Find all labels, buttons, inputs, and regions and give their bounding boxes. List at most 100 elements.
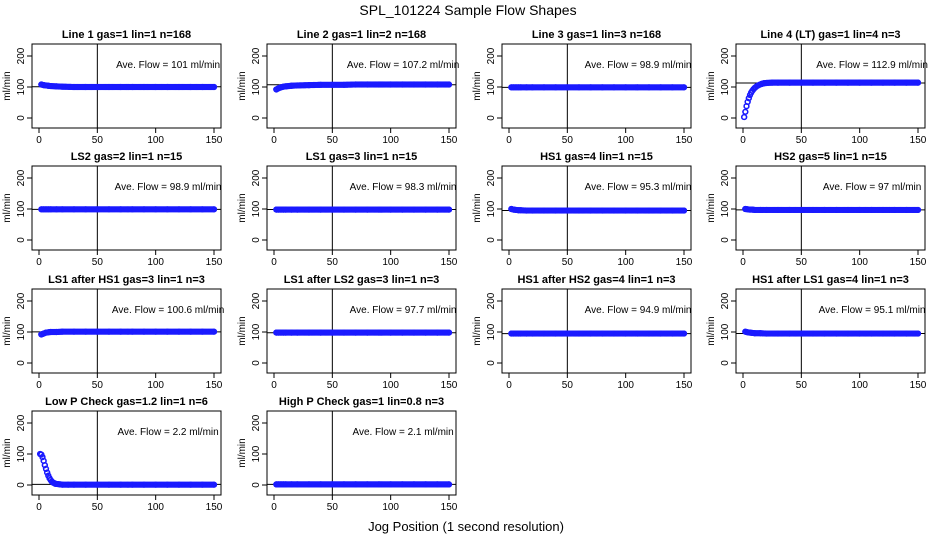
y-tick-label: 100 (251, 78, 262, 95)
x-tick-label: 100 (382, 257, 399, 268)
x-tick-label: 0 (36, 380, 42, 391)
plot-frame (31, 165, 222, 251)
y-axis-label: ml/min (237, 316, 248, 345)
y-axis-label: ml/min (472, 193, 483, 222)
y-tick-label: 0 (251, 237, 262, 243)
x-tick-label: 50 (562, 257, 574, 268)
average-flow-annotation: Ave. Flow = 2.1 ml/min (352, 427, 453, 438)
data-point (445, 206, 453, 213)
panel-title: HS1 gas=4 lin=1 n=15 (540, 151, 653, 163)
plot-frame (31, 43, 222, 129)
x-tick-label: 150 (206, 135, 223, 146)
plot-frame (31, 410, 222, 496)
panel-title: Low P Check gas=1.2 lin=1 n=6 (45, 396, 208, 408)
y-tick-label: 0 (720, 237, 731, 243)
plot-frame (266, 288, 457, 374)
y-axis-label: ml/min (2, 193, 13, 222)
x-tick-label: 100 (617, 257, 634, 268)
panel-title: LS2 gas=2 lin=1 n=15 (71, 151, 183, 163)
plot-frame (735, 165, 926, 251)
chart-panels: Line 1 gas=1 lin=1 n=168 0 50 100 150 0 100 200… (2, 29, 928, 513)
x-tick-label: 150 (206, 380, 223, 391)
panel-6: LS1 gas=3 lin=1 n=15 0 50 100 150 0 100 200ml/m… (237, 151, 458, 268)
plot-frame (266, 165, 457, 251)
x-tick-label: 100 (147, 257, 164, 268)
x-tick-label: 100 (851, 257, 868, 268)
x-tick-label: 0 (740, 135, 746, 146)
data-point (745, 95, 752, 102)
y-tick-label: 100 (251, 445, 262, 462)
x-tick-label: 0 (506, 380, 512, 391)
y-tick-label: 0 (720, 115, 731, 121)
data-point (210, 328, 218, 335)
average-flow-annotation: Ave. Flow = 2.2 ml/min (117, 427, 218, 438)
x-tick-label: 0 (506, 135, 512, 146)
x-tick-label: 0 (271, 380, 277, 391)
x-tick-label: 50 (796, 380, 808, 391)
y-tick-label: 200 (720, 47, 731, 64)
y-tick-label: 0 (251, 360, 262, 366)
x-tick-label: 0 (36, 135, 42, 146)
y-tick-label: 100 (16, 200, 27, 217)
panel-8: HS2 gas=5 lin=1 n=15 0 50 100 150 0 100 200ml/m… (706, 151, 927, 268)
x-tick-label: 100 (147, 502, 164, 513)
x-tick-label: 50 (327, 135, 339, 146)
data-point (744, 98, 751, 105)
panel-title: LS1 after HS1 gas=3 lin=1 n=3 (48, 274, 205, 286)
x-tick-label: 50 (92, 135, 104, 146)
panel-title: HS2 gas=5 lin=1 n=15 (774, 151, 887, 163)
panel-3: Line 3 gas=1 lin=3 n=168 0 50 100 150 0 100 200… (472, 29, 693, 146)
y-tick-label: 0 (16, 360, 27, 366)
x-tick-label: 100 (147, 135, 164, 146)
data-point (445, 329, 453, 336)
y-tick-label: 100 (16, 78, 27, 95)
average-flow-annotation: Ave. Flow = 97.7 ml/min (350, 305, 457, 316)
y-tick-label: 0 (720, 360, 731, 366)
average-flow-annotation: Ave. Flow = 98.9 ml/min (115, 182, 222, 193)
data-point (741, 113, 748, 121)
y-tick-label: 200 (251, 414, 262, 431)
plot-frame (501, 43, 692, 129)
x-tick-label: 100 (617, 135, 634, 146)
x-tick-label: 0 (271, 257, 277, 268)
data-point (42, 465, 50, 472)
x-tick-label: 150 (441, 135, 458, 146)
x-tick-label: 150 (910, 257, 927, 268)
x-tick-label: 100 (851, 135, 868, 146)
y-tick-label: 0 (251, 482, 262, 488)
y-axis-label: ml/min (2, 316, 13, 345)
y-tick-label: 100 (251, 200, 262, 217)
panel-title: LS1 gas=3 lin=1 n=15 (306, 151, 418, 163)
x-tick-label: 50 (562, 135, 574, 146)
panel-title: HS1 after HS2 gas=4 lin=1 n=3 (517, 274, 675, 286)
data-point (44, 469, 51, 476)
y-tick-label: 100 (720, 323, 731, 340)
panel-12: HS1 after LS1 gas=4 lin=1 n=3 0 50 100 150 0 1… (706, 274, 927, 391)
panel-7: HS1 gas=4 lin=1 n=15 0 50 100 150 0 100 200ml/m… (472, 151, 693, 268)
y-axis-label: ml/min (706, 71, 717, 100)
data-point (680, 84, 688, 91)
y-tick-label: 100 (720, 200, 731, 217)
y-tick-label: 100 (16, 323, 27, 340)
data-point (210, 481, 218, 488)
x-tick-label: 100 (617, 380, 634, 391)
panel-9: LS1 after HS1 gas=3 lin=1 n=3 0 50 100 150 0 1… (2, 274, 224, 391)
x-tick-label: 50 (327, 257, 339, 268)
x-tick-label: 100 (382, 380, 399, 391)
x-tick-label: 150 (441, 380, 458, 391)
plot-frame (735, 288, 926, 374)
x-tick-label: 0 (271, 135, 277, 146)
panel-14: High P Check gas=1 lin=0.8 n=3 0 50 100 150 0… (237, 396, 458, 513)
figure-xlabel: Jog Position (1 second resolution) (368, 519, 564, 534)
panel-title: Line 4 (LT) gas=1 lin=4 n=3 (760, 29, 900, 41)
data-point (680, 207, 688, 214)
y-axis-label: ml/min (237, 71, 248, 100)
average-flow-annotation: Ave. Flow = 100.6 ml/min (112, 305, 224, 316)
plot-frame (266, 43, 457, 129)
panel-title: Line 2 gas=1 lin=2 n=168 (297, 29, 426, 41)
plot-frame (31, 288, 222, 374)
y-tick-label: 200 (486, 292, 497, 309)
y-tick-label: 100 (720, 78, 731, 95)
y-tick-label: 100 (251, 323, 262, 340)
